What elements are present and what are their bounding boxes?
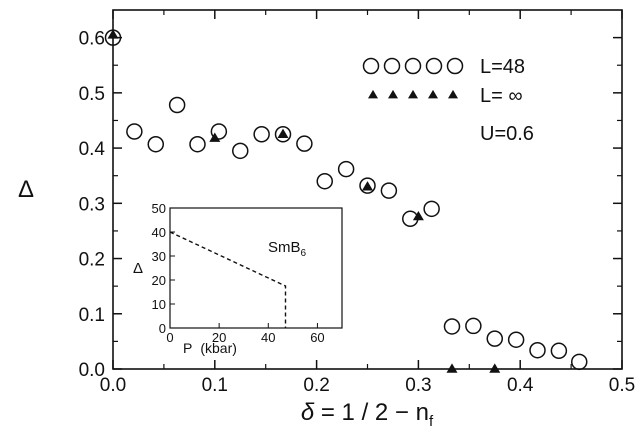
inset-y-tick-label: 30: [152, 249, 166, 264]
main-x-tick-label: 0.3: [405, 375, 431, 396]
inset-y-tick-label: 10: [152, 297, 166, 312]
main-y-tick-label: 0.2: [79, 250, 105, 271]
main-y-tick-label: 0.4: [79, 139, 106, 160]
data-point-l48: [232, 142, 249, 160]
main-y-axis-label: Δ: [18, 176, 34, 203]
legend-triangle-marker: [388, 89, 398, 99]
data-point-l48: [550, 342, 568, 360]
main-y-tick-label: 0.1: [79, 305, 105, 326]
data-point-l48: [147, 135, 165, 153]
legend-circle-marker: [446, 57, 464, 75]
data-point-l48: [126, 123, 143, 140]
legend-circle-marker: [362, 57, 380, 75]
legend-marker-l48: [362, 57, 464, 75]
data-point-l48: [465, 317, 482, 335]
legend-label-linf: L= ∞: [480, 85, 523, 107]
legend-circle-marker: [404, 57, 422, 75]
main-x-tick-label: 0.1: [202, 375, 228, 396]
legend-circle-marker: [383, 57, 401, 75]
data-point-l48: [359, 177, 376, 194]
data-point-l48: [189, 135, 206, 153]
data-point-l48: [423, 200, 440, 218]
data-point-l48: [529, 341, 546, 359]
inset-x-tick-label: 0: [166, 330, 173, 345]
data-point-l48: [380, 182, 398, 199]
data-point-l48: [168, 96, 186, 114]
data-point-l48: [486, 330, 503, 347]
inset-x-axis: 0 20 40 60: [166, 323, 325, 345]
data-point-linf: [489, 363, 501, 373]
inset-y-axis: 0 10 20 30 40 50: [152, 201, 175, 336]
main-x-axis-label: δ = 1 / 2 − nf: [301, 399, 434, 430]
data-point-l48: [337, 160, 355, 178]
data-point-l48: [253, 126, 270, 143]
legend-label-l48: L=48: [480, 56, 525, 78]
main-x-tick-label: 0.5: [609, 375, 635, 396]
data-point-l48: [210, 123, 228, 140]
data-point-linf: [277, 128, 289, 139]
inset-material-label: SmB6: [268, 239, 307, 259]
series-linf: [107, 29, 501, 373]
main-x-tick-label: 0.2: [303, 375, 329, 396]
data-point-linf: [446, 363, 458, 373]
main-x-tick-label: 0.4: [507, 375, 534, 396]
inset-y-tick-label: 40: [152, 225, 166, 240]
main-x-axis: 0.0 0.1 0.2 0.3 0.4 0.5: [100, 10, 635, 396]
main-y-tick-label: 0.5: [79, 84, 105, 105]
inset-x-tick-label: 60: [310, 330, 324, 345]
inset-y-tick-label: 20: [152, 273, 166, 288]
legend-marker-linf: [368, 89, 458, 99]
main-x-tick-label: 0.0: [100, 375, 126, 396]
data-point-l48: [316, 172, 333, 190]
data-point-linf: [107, 29, 119, 39]
main-y-tick-label: 0.0: [79, 360, 105, 381]
legend-triangle-marker: [428, 89, 438, 99]
data-point-l48: [570, 353, 588, 371]
series-l48: [104, 29, 588, 371]
legend-triangle-marker: [448, 89, 458, 99]
data-point-linf: [362, 181, 373, 191]
legend-triangle-marker: [368, 89, 378, 99]
inset-pressure-curve: [169, 231, 287, 328]
inset-y-tick-label: 0: [159, 321, 166, 336]
inset-x-tick-label: 40: [261, 330, 275, 345]
main-y-tick-label: 0.6: [79, 29, 105, 50]
main-y-tick-label: 0.3: [79, 194, 105, 215]
data-point-l48: [443, 318, 461, 335]
data-point-l48: [296, 135, 313, 152]
main-y-axis: 0.0 0.1 0.2 0.3 0.4 0.5 0.6: [79, 29, 622, 381]
inset-plot-frame: [169, 207, 343, 329]
data-point-linf: [209, 132, 221, 142]
parameter-annotation: U=0.6: [480, 123, 534, 145]
inset-y-tick-label: 50: [152, 201, 166, 216]
legend: L=48 L= ∞: [362, 56, 525, 107]
data-point-l48: [274, 126, 292, 143]
legend-triangle-marker: [408, 89, 418, 99]
inset-y-axis-label: Δ: [133, 260, 143, 277]
legend-circle-marker: [425, 57, 443, 75]
data-point-linf: [412, 210, 424, 221]
inset-x-tick-label: 20: [212, 330, 226, 345]
data-point-l48: [507, 331, 525, 348]
inset-x-axis-label: P (kbar): [183, 340, 237, 356]
